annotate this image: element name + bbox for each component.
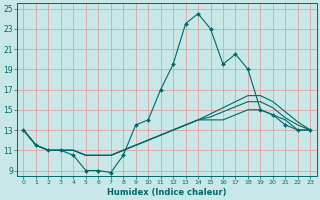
X-axis label: Humidex (Indice chaleur): Humidex (Indice chaleur) [107, 188, 227, 197]
